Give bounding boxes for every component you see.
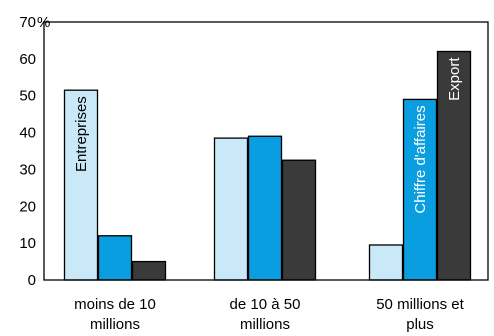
y-tick-label: 30 bbox=[19, 161, 36, 178]
x-category-label: 50 millions et plus bbox=[376, 296, 464, 333]
bar-label-chiffre-d-affaires: Chiffre d'affaires bbox=[412, 105, 429, 213]
y-tick-label: 60 bbox=[19, 51, 36, 68]
y-tick-label: 40 bbox=[19, 125, 36, 142]
y-tick-label: 0 bbox=[28, 272, 36, 289]
bar-export bbox=[131, 260, 167, 281]
y-tick-label: 20 bbox=[19, 198, 36, 215]
bars bbox=[63, 50, 472, 281]
bar-export bbox=[436, 50, 472, 281]
bar-entreprises bbox=[213, 137, 249, 281]
bar-label-entreprises: Entreprises bbox=[73, 96, 90, 172]
x-axis-labels: moins de 10 millions de 10 à 50 millions 50 … bbox=[74, 296, 464, 333]
bar-entreprises bbox=[368, 244, 404, 281]
x-category-label: moins de 10 millions bbox=[74, 296, 156, 333]
bar-label-export: Export bbox=[446, 57, 463, 101]
bar-entreprises bbox=[63, 89, 99, 281]
x-category-label: de 10 à 50 millions bbox=[230, 296, 301, 333]
bar-chiffre-d-affaires bbox=[97, 235, 133, 281]
y-tick-label: 10 bbox=[19, 235, 36, 252]
plot-area-frame bbox=[43, 21, 489, 281]
bar-labels: Entreprises Chiffre d'affaires Export bbox=[73, 57, 463, 214]
y-tick-label: 70 bbox=[19, 14, 36, 31]
bar-chiffre-d-affaires bbox=[247, 135, 283, 281]
y-tick-label: 50 bbox=[19, 88, 36, 105]
bar-export bbox=[281, 159, 317, 281]
